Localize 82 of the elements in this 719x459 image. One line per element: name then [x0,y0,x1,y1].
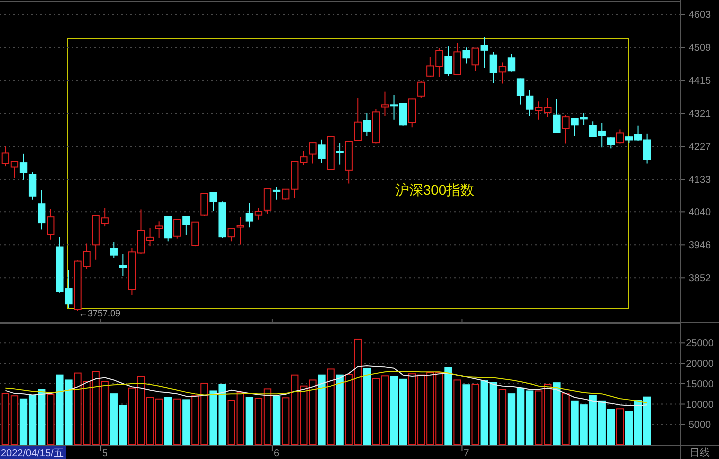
candlestick [38,190,46,230]
candlestick [363,112,372,137]
bar [462,384,470,446]
line-series [5,365,648,406]
candlestick [418,80,426,99]
y-tick-label: 3852 [688,274,712,285]
bar [318,374,326,446]
candlestick [155,221,164,239]
y-tick-label: 25000 [686,338,714,350]
candlestick [228,228,236,242]
candlestick [526,90,534,117]
y-tick-label: 4415 [688,76,712,88]
candlestick [516,78,525,106]
candlestick [246,202,254,228]
y-tick-label: 4321 [688,109,712,120]
candlestick [264,188,272,215]
bar [616,408,624,446]
y-tick-label: 4040 [688,208,712,219]
bar [444,367,452,446]
text: 2022/04/15/五 [1,448,64,459]
candlestick [553,98,561,134]
candlestick [200,193,208,217]
candlestick [408,98,416,128]
y-tick-label: 4603 [688,10,712,22]
candlestick [607,136,616,150]
candlestick [336,142,344,166]
y-tick-label: 5000 [688,420,712,432]
candlestick [616,129,624,144]
y-tick-label: 4227 [688,142,712,154]
y-tick-label: 4133 [688,175,712,186]
bar [498,389,507,446]
x-tick-label: 6 [274,448,280,459]
candlestick [20,153,28,180]
annotation: 沪深300指数 [395,182,475,198]
candlestick [254,208,263,220]
bar [164,397,172,446]
bar [174,398,182,446]
y-tick-label: 15000 [686,379,714,390]
bar [327,368,335,446]
candlestick [309,142,317,164]
bar [363,368,372,446]
bar [454,380,462,446]
bar [553,382,561,446]
y-tick-label: 10000 [686,400,714,411]
candlestick [236,216,244,246]
candlestick [28,172,37,200]
text: 日线 [690,447,710,459]
x-tick-label: 7 [464,448,470,459]
line-series [5,371,648,404]
candlestick [562,114,570,144]
candlestick [318,139,326,164]
candlestick [490,52,498,84]
candlestick [462,47,470,64]
y-tick-label: 4509 [688,43,712,54]
annotation: ←3757.09 [78,308,121,318]
candlestick [444,46,452,77]
candlestick [272,186,281,200]
candlestick [480,36,488,69]
bar [272,396,281,446]
candlestick [164,216,172,242]
bar [336,374,344,446]
y-tick-label: 3946 [688,240,712,252]
candlestick [508,54,516,72]
candlestick [472,47,480,72]
candlestick [110,242,118,259]
bar [182,400,190,446]
candlestick [192,222,200,248]
candlestick [454,42,462,76]
x-tick-label: 5 [102,448,108,459]
y-tick-label: 20000 [686,359,714,370]
candlestick [182,216,190,236]
candlestick [498,62,507,84]
bar [246,397,254,446]
candlestick [354,98,362,142]
candlestick [47,208,55,240]
bar [562,394,570,446]
bar [472,384,480,446]
candlestick [381,91,390,117]
bar [47,394,55,446]
candlestick [210,192,218,212]
candlestick [174,219,182,240]
candlestick [119,254,128,277]
